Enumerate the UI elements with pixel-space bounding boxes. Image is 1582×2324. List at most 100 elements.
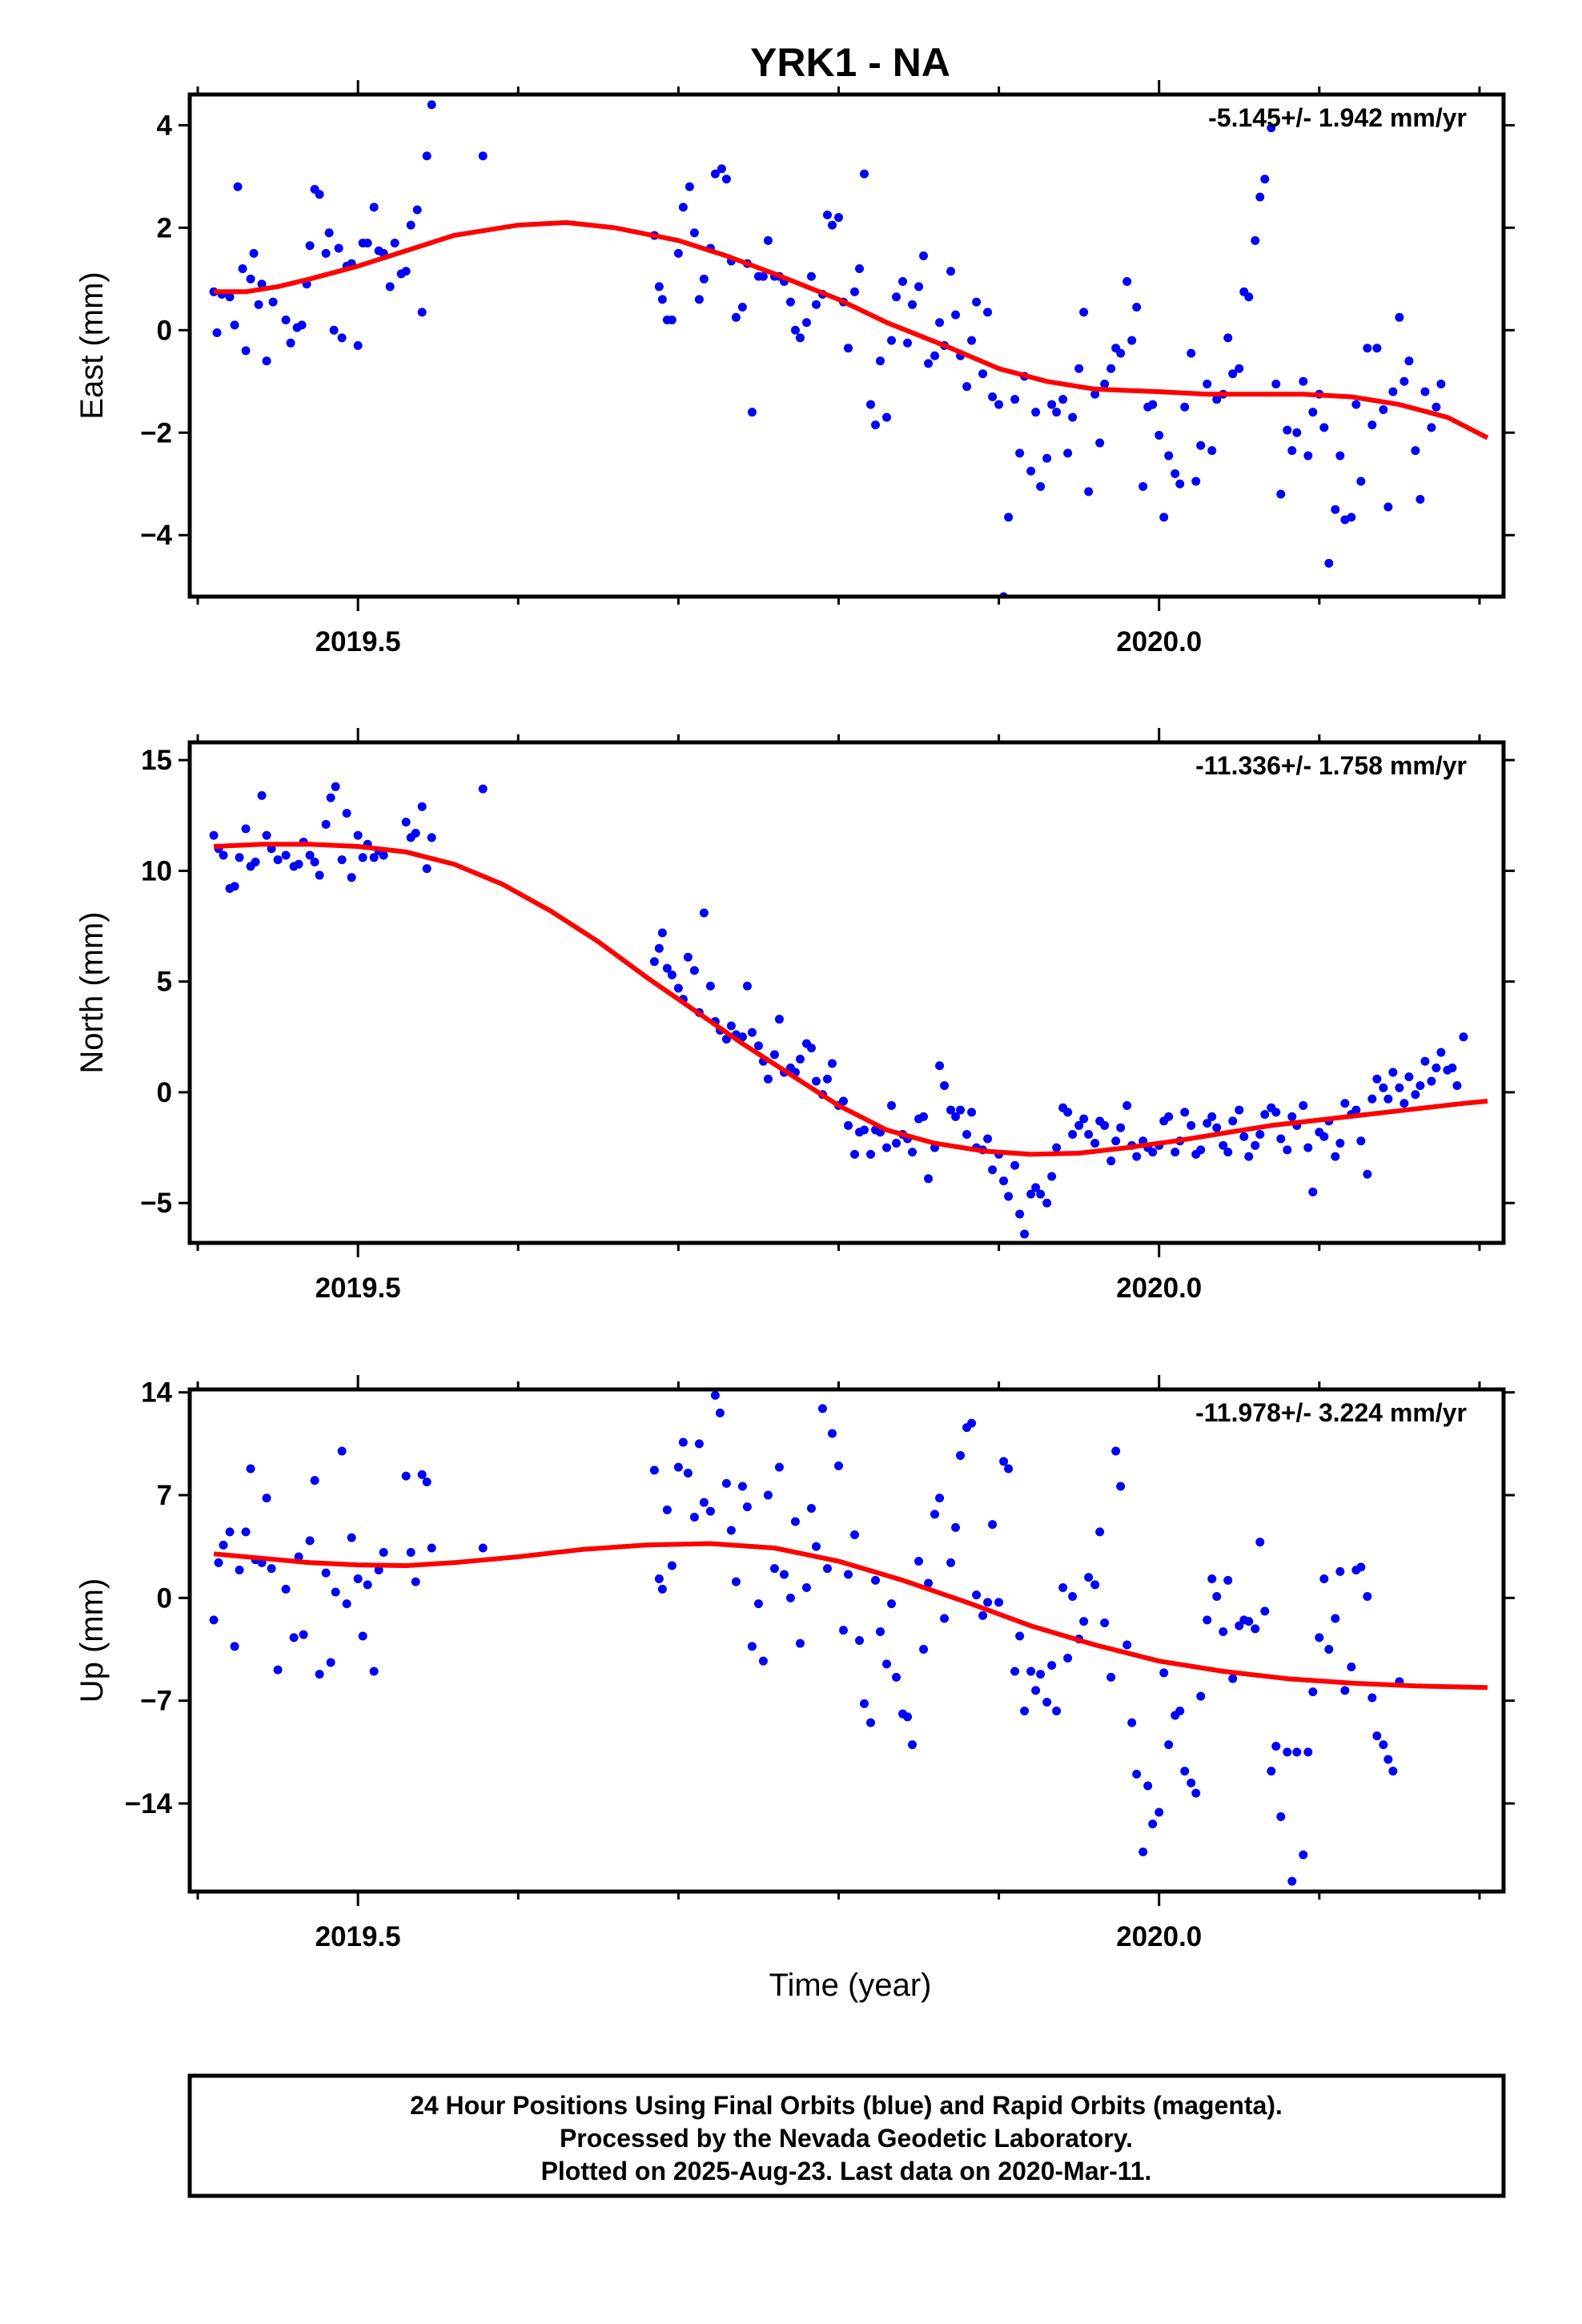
data-point — [774, 1462, 784, 1472]
data-point — [1404, 1072, 1414, 1082]
data-point — [866, 400, 876, 409]
data-point — [935, 1061, 945, 1071]
data-point — [667, 970, 677, 979]
data-point — [1303, 1747, 1313, 1757]
data-point — [673, 248, 683, 258]
data-point — [717, 164, 726, 174]
data-point — [685, 182, 694, 191]
data-point — [1388, 1767, 1398, 1776]
data-point — [321, 819, 331, 829]
data-point — [1191, 476, 1201, 486]
data-point — [689, 966, 699, 975]
data-point — [1372, 1074, 1382, 1084]
data-point — [1031, 1686, 1041, 1695]
data-point — [721, 1035, 731, 1044]
data-point — [806, 1504, 816, 1513]
data-point — [654, 282, 664, 292]
data-point — [230, 1642, 239, 1651]
data-point — [753, 1041, 763, 1051]
data-point — [699, 1498, 709, 1507]
data-point — [1058, 395, 1068, 404]
data-point — [1159, 1668, 1169, 1678]
data-point — [1388, 1068, 1398, 1077]
data-point — [1459, 0, 1468, 5]
data-point — [935, 1494, 945, 1503]
data-point — [334, 243, 343, 253]
data-point — [683, 952, 693, 962]
data-point — [1212, 1592, 1222, 1601]
data-point — [1255, 1129, 1265, 1139]
data-point — [1276, 1812, 1286, 1821]
data-point — [241, 346, 251, 356]
data-point — [1122, 1640, 1132, 1650]
data-point — [721, 1478, 731, 1488]
data-point — [721, 175, 731, 184]
data-point — [673, 983, 683, 993]
data-point — [657, 295, 667, 304]
panel-1: −4 −2 0 2 4 2019.5 2020.0 East (mm) -5.145+/- 1.… — [74, 0, 1515, 657]
data-point — [1331, 1152, 1340, 1161]
data-point — [315, 190, 324, 199]
data-point — [1260, 1110, 1270, 1120]
data-point — [882, 1659, 892, 1669]
data-point — [930, 1510, 940, 1519]
data-point — [946, 1558, 956, 1567]
data-point — [267, 1564, 276, 1574]
data-point — [294, 859, 303, 869]
data-point — [806, 1043, 816, 1053]
data-point — [1383, 1094, 1393, 1104]
data-point — [305, 850, 315, 860]
data-point — [1235, 364, 1244, 373]
data-point — [1164, 451, 1174, 460]
rate-label: -11.978+/- 3.224 mm/yr — [1195, 1398, 1467, 1427]
data-point — [422, 864, 432, 874]
data-point — [1164, 1112, 1174, 1121]
x-tick-label: 2019.5 — [315, 626, 401, 657]
data-point — [1100, 1120, 1110, 1130]
data-point — [1116, 1123, 1126, 1132]
data-point — [1303, 451, 1313, 460]
data-point — [1260, 1606, 1270, 1616]
data-point — [903, 338, 913, 348]
data-point — [321, 248, 331, 258]
data-point — [978, 1610, 988, 1620]
data-point — [315, 870, 324, 880]
data-point — [1331, 505, 1340, 514]
data-point — [1480, 0, 1488, 5]
data-point — [790, 325, 800, 335]
y-tick-label: −5 — [140, 1188, 172, 1219]
data-point — [1399, 1099, 1409, 1108]
data-point — [337, 855, 347, 865]
data-point — [1212, 395, 1222, 404]
data-point — [972, 297, 982, 307]
data-point — [1244, 292, 1254, 302]
data-point — [860, 1125, 869, 1135]
data-point — [385, 282, 395, 292]
x-tick-label: 2020.0 — [1116, 626, 1202, 657]
data-point — [956, 1105, 966, 1115]
data-point — [1255, 192, 1265, 202]
data-point — [257, 790, 267, 800]
data-point — [1116, 1482, 1126, 1491]
data-point — [1372, 344, 1382, 353]
data-point — [1340, 1099, 1350, 1108]
data-point — [1447, 0, 1456, 5]
data-point — [1015, 1209, 1025, 1219]
data-point — [795, 333, 805, 343]
data-point — [1100, 379, 1110, 388]
data-point — [1196, 440, 1206, 450]
x-tick-label: 2019.5 — [315, 1273, 401, 1304]
data-point — [946, 267, 956, 276]
data-point — [1084, 1129, 1094, 1139]
data-point — [417, 308, 427, 317]
data-point — [806, 271, 816, 281]
data-point — [1475, 0, 1484, 5]
data-point — [1447, 1063, 1457, 1073]
data-point — [1319, 423, 1329, 432]
data-point — [1415, 0, 1424, 5]
data-point — [225, 292, 235, 302]
data-point — [281, 850, 291, 860]
data-point — [951, 1112, 961, 1121]
data-point — [1036, 481, 1046, 491]
